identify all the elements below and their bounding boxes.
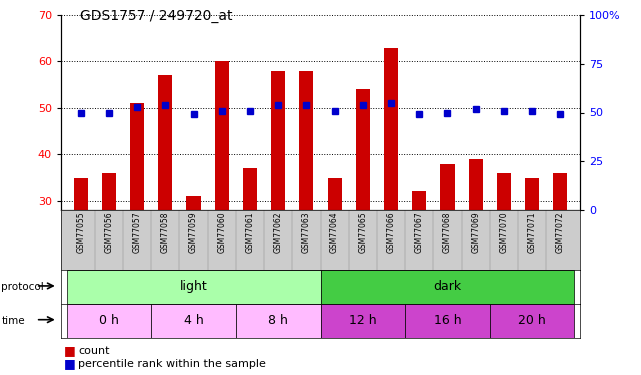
Text: GSM77056: GSM77056 xyxy=(104,212,113,254)
Bar xyxy=(320,304,405,338)
Bar xyxy=(412,191,426,210)
Bar xyxy=(553,173,567,210)
Bar xyxy=(102,173,116,210)
Text: GSM77059: GSM77059 xyxy=(189,212,198,254)
Text: GSM77065: GSM77065 xyxy=(358,212,367,254)
Text: GSM77064: GSM77064 xyxy=(330,212,339,254)
Bar xyxy=(236,304,320,338)
Text: GSM77057: GSM77057 xyxy=(133,212,142,254)
Bar xyxy=(490,304,574,338)
Text: GSM77066: GSM77066 xyxy=(387,212,395,254)
Bar xyxy=(67,304,151,338)
Text: GSM77060: GSM77060 xyxy=(217,212,226,254)
Bar xyxy=(151,304,236,338)
Text: GSM77072: GSM77072 xyxy=(556,212,565,253)
Text: 4 h: 4 h xyxy=(183,314,203,327)
Text: GDS1757 / 249720_at: GDS1757 / 249720_at xyxy=(80,9,233,23)
Text: count: count xyxy=(78,346,110,355)
Text: 0 h: 0 h xyxy=(99,314,119,327)
Bar xyxy=(405,304,490,338)
Bar xyxy=(158,75,172,210)
Bar xyxy=(215,62,229,210)
Text: GSM77071: GSM77071 xyxy=(528,212,537,253)
Text: ■: ■ xyxy=(64,357,76,370)
Text: ■: ■ xyxy=(64,344,76,357)
Bar xyxy=(74,177,88,210)
Text: GSM77070: GSM77070 xyxy=(499,212,508,254)
Text: GSM77062: GSM77062 xyxy=(274,212,283,253)
Text: dark: dark xyxy=(433,280,462,293)
Text: 8 h: 8 h xyxy=(268,314,288,327)
Text: time: time xyxy=(1,316,25,326)
Bar xyxy=(525,177,539,210)
Bar xyxy=(328,177,342,210)
Text: GSM77067: GSM77067 xyxy=(415,212,424,254)
Text: 16 h: 16 h xyxy=(434,314,462,327)
Bar xyxy=(384,48,398,210)
Text: protocol: protocol xyxy=(1,282,44,292)
Text: 20 h: 20 h xyxy=(519,314,546,327)
Bar xyxy=(299,71,313,210)
Text: GSM77068: GSM77068 xyxy=(443,212,452,253)
Bar xyxy=(469,159,483,210)
Text: 12 h: 12 h xyxy=(349,314,377,327)
Bar xyxy=(271,71,285,210)
Text: light: light xyxy=(179,280,208,293)
Bar xyxy=(440,164,454,210)
Text: percentile rank within the sample: percentile rank within the sample xyxy=(78,359,266,369)
Bar xyxy=(320,270,574,304)
Bar xyxy=(187,196,201,210)
Text: GSM77061: GSM77061 xyxy=(246,212,254,253)
Bar xyxy=(130,103,144,210)
Text: GSM77055: GSM77055 xyxy=(76,212,85,254)
Bar xyxy=(497,173,511,210)
Bar xyxy=(356,89,370,210)
Text: GSM77063: GSM77063 xyxy=(302,212,311,254)
Text: GSM77069: GSM77069 xyxy=(471,212,480,254)
Text: GSM77058: GSM77058 xyxy=(161,212,170,253)
Bar xyxy=(243,168,257,210)
Bar xyxy=(67,270,320,304)
